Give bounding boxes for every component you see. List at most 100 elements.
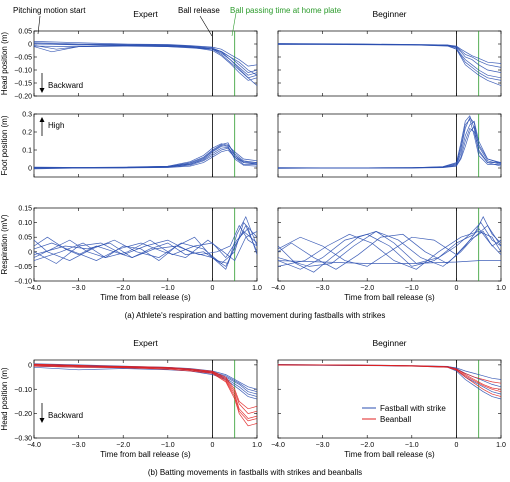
series-line-trial-3	[278, 44, 502, 68]
y-tick-label: −0.15	[14, 81, 32, 88]
ball-release-leader	[199, 15, 213, 37]
panel-foot-beginner	[277, 113, 502, 178]
y-axis-label: Foot position (m)	[0, 115, 9, 175]
x-tick-label: 1.0	[252, 285, 262, 292]
series-line-trial-4	[33, 143, 258, 169]
series-line-trial-0	[278, 43, 502, 86]
x-tick-label: −1.0	[161, 442, 175, 449]
plot-frame	[277, 113, 502, 178]
series-line-trial-4	[33, 227, 258, 261]
x-tick-label: −3.0	[72, 285, 86, 292]
series-line-trial-6	[33, 224, 258, 258]
series-line-trial-3	[277, 127, 502, 169]
x-tick-label: −3.0	[72, 442, 86, 449]
panel-title: Expert	[133, 338, 158, 348]
panels-layer: 0.05 0 −0.05 −0.10 −0.15 −0.20 Expert Head posi…	[0, 9, 506, 459]
panel-beanball-expert: −4.0 −3.0 −2.0 −1.0 0 1.0 0 −0.10 −0.20 −0.30 Expe…	[0, 338, 262, 459]
series-line-trial-6	[33, 146, 258, 168]
pitching-start-leader	[37, 15, 41, 35]
plot-frame	[33, 113, 258, 178]
x-tick-label: −2.0	[116, 442, 130, 449]
series-line-beanball-7	[33, 363, 258, 414]
x-tick-label: −2.0	[360, 442, 374, 449]
high-arrow-head	[39, 117, 45, 122]
plot-frame	[33, 207, 258, 282]
series-line-trial-4	[277, 224, 502, 267]
series-line-trial-0	[278, 116, 502, 169]
backward-arrow-b-head	[39, 418, 45, 423]
backward-label-a: Backward	[48, 81, 83, 90]
series-line-trial-0	[33, 43, 258, 73]
series-line-trial-2	[277, 43, 502, 73]
x-tick-label: −1.0	[405, 442, 419, 449]
ball-passing-leader	[231, 12, 237, 37]
y-tick-label: 0.10	[18, 220, 32, 227]
x-tick-label: 1.0	[252, 442, 262, 449]
series-line-trial-5	[277, 230, 502, 267]
series-line-trial-4	[33, 41, 258, 67]
x-axis-label: Time from ball release (s)	[100, 450, 191, 459]
series-line-fastball-3	[33, 365, 258, 397]
backward-arrow-a-head	[39, 88, 45, 93]
y-tick-label: 0	[28, 362, 32, 369]
y-tick-label: 0.15	[18, 206, 32, 213]
series-line-beanball-9	[33, 364, 258, 410]
y-axis-label: Head position (m)	[0, 367, 9, 430]
series-line-beanball-6	[278, 364, 502, 384]
plot-frame	[277, 207, 502, 282]
x-axis-label: Time from ball release (s)	[100, 293, 191, 302]
series-line-trial-2	[33, 42, 258, 76]
panel-head-beginner: Beginner	[277, 9, 502, 97]
x-tick-label: −3.0	[316, 285, 330, 292]
y-tick-label: −0.10	[14, 387, 32, 394]
legend-label-fastball: Fastball with strike	[380, 404, 446, 413]
y-tick-label: −0.30	[14, 436, 32, 443]
x-tick-label: −2.0	[116, 285, 130, 292]
series-line-trial-5	[34, 149, 258, 169]
series-line-beanball-7	[277, 364, 502, 397]
y-tick-label: 0.3	[22, 112, 32, 119]
series-line-trial-3	[33, 221, 258, 264]
series-line-beanball-6	[33, 365, 258, 427]
series-line-trial-3	[33, 145, 258, 170]
caption-b: (b) Batting movements in fastballs with …	[148, 468, 362, 477]
x-tick-label: −1.0	[161, 285, 175, 292]
y-tick-label: −0.20	[14, 411, 32, 418]
y-tick-label: −0.10	[14, 279, 32, 286]
panel-title: Beginner	[372, 338, 406, 348]
series-line-trial-1	[33, 142, 258, 168]
y-tick-label: 0.05	[18, 29, 32, 36]
series-line-trial-6	[277, 260, 501, 264]
series-line-trial-3	[277, 227, 502, 270]
x-axis-label: Time from ball release (s)	[344, 293, 435, 302]
panel-title: Expert	[133, 9, 158, 19]
plot-frame	[33, 30, 258, 97]
plot-frame	[277, 30, 502, 97]
high-label: High	[48, 121, 64, 130]
x-tick-label: −2.0	[360, 285, 374, 292]
series-line-trial-2	[277, 231, 502, 270]
series-line-trial-1	[277, 216, 502, 273]
x-tick-label: 0	[454, 442, 458, 449]
panel-beanball-beginner: −4.0 −3.0 −2.0 −1.0 0 1.0 Beginner Time from ba…	[271, 338, 506, 459]
ball-passing-label: Ball passing time at home plate	[230, 6, 342, 15]
y-tick-label: 0.1	[22, 148, 32, 155]
x-tick-label: 0	[210, 442, 214, 449]
series-line-fastball-2	[277, 364, 502, 400]
x-tick-label: −4.0	[271, 442, 285, 449]
y-tick-label: 0.05	[18, 235, 32, 242]
x-tick-label: 1.0	[496, 442, 506, 449]
y-tick-label: −0.05	[14, 55, 32, 62]
y-tick-label: 0.2	[22, 130, 32, 137]
panel-head-expert: 0.05 0 −0.05 −0.10 −0.15 −0.20 Expert Head posi…	[0, 9, 258, 101]
series-line-trial-5	[277, 43, 502, 64]
legend-label-beanball: Beanball	[380, 415, 411, 424]
x-tick-label: 0	[454, 285, 458, 292]
x-tick-label: −4.0	[271, 285, 285, 292]
backward-label-b: Backward	[48, 411, 83, 420]
series-line-trial-5	[33, 45, 258, 86]
y-tick-label: −0.20	[14, 94, 32, 101]
pitching-start-label: Pitching motion start	[13, 6, 86, 15]
y-tick-label: −0.10	[14, 68, 32, 75]
ball-release-label: Ball release	[178, 6, 220, 15]
